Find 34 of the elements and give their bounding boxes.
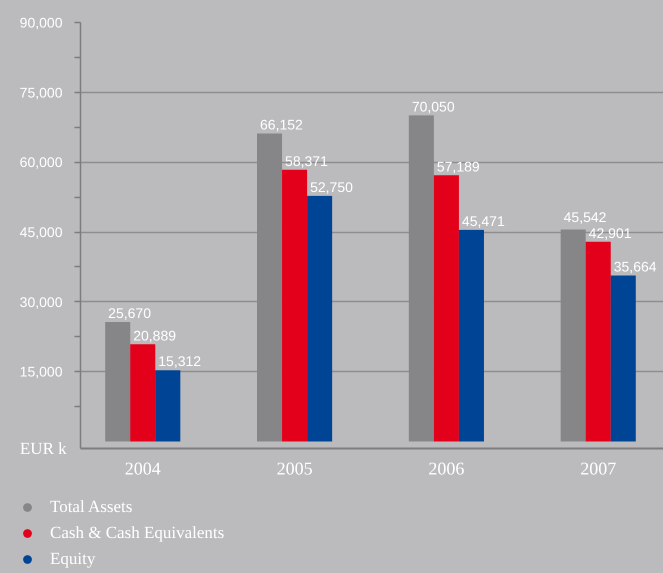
y-tick-label: 45,000 xyxy=(20,224,63,240)
x-tick-label: 2004 xyxy=(124,458,161,478)
data-label: 70,050 xyxy=(412,98,455,114)
x-tick-label: 2006 xyxy=(428,458,464,478)
x-tick-label: 2007 xyxy=(580,458,616,478)
bar xyxy=(586,242,611,442)
data-label: 52,750 xyxy=(310,178,354,195)
data-label: 42,901 xyxy=(588,224,632,241)
bar xyxy=(458,230,484,442)
y-tick-label: 60,000 xyxy=(20,154,63,170)
y-axis-title: EUR k xyxy=(20,439,68,458)
y-tick-label: 30,000 xyxy=(20,294,63,310)
data-label: 25,670 xyxy=(108,305,152,322)
y-tick-label: 90,000 xyxy=(20,14,63,30)
bar xyxy=(610,275,636,442)
bar xyxy=(130,344,156,442)
bar xyxy=(434,175,459,442)
data-label: 45,542 xyxy=(564,208,607,225)
data-label: 66,152 xyxy=(260,116,304,133)
y-tick-label: 75,000 xyxy=(20,84,63,100)
bar xyxy=(155,370,180,442)
legend-label: Equity xyxy=(50,549,96,569)
data-label: 57,189 xyxy=(436,158,480,174)
legend-label: Total Assets xyxy=(50,497,132,517)
y-tick-label: 15,000 xyxy=(20,364,63,380)
data-label: 20,889 xyxy=(133,327,176,344)
data-label: 45,471 xyxy=(462,212,505,229)
x-tick-label: 2005 xyxy=(276,458,313,478)
data-label: 35,664 xyxy=(614,258,657,274)
bar xyxy=(307,196,332,442)
data-label: 58,371 xyxy=(285,152,328,169)
data-label: 15,312 xyxy=(158,353,202,370)
legend-label: Cash & Cash Equivalents xyxy=(50,523,224,543)
bar xyxy=(282,170,308,442)
